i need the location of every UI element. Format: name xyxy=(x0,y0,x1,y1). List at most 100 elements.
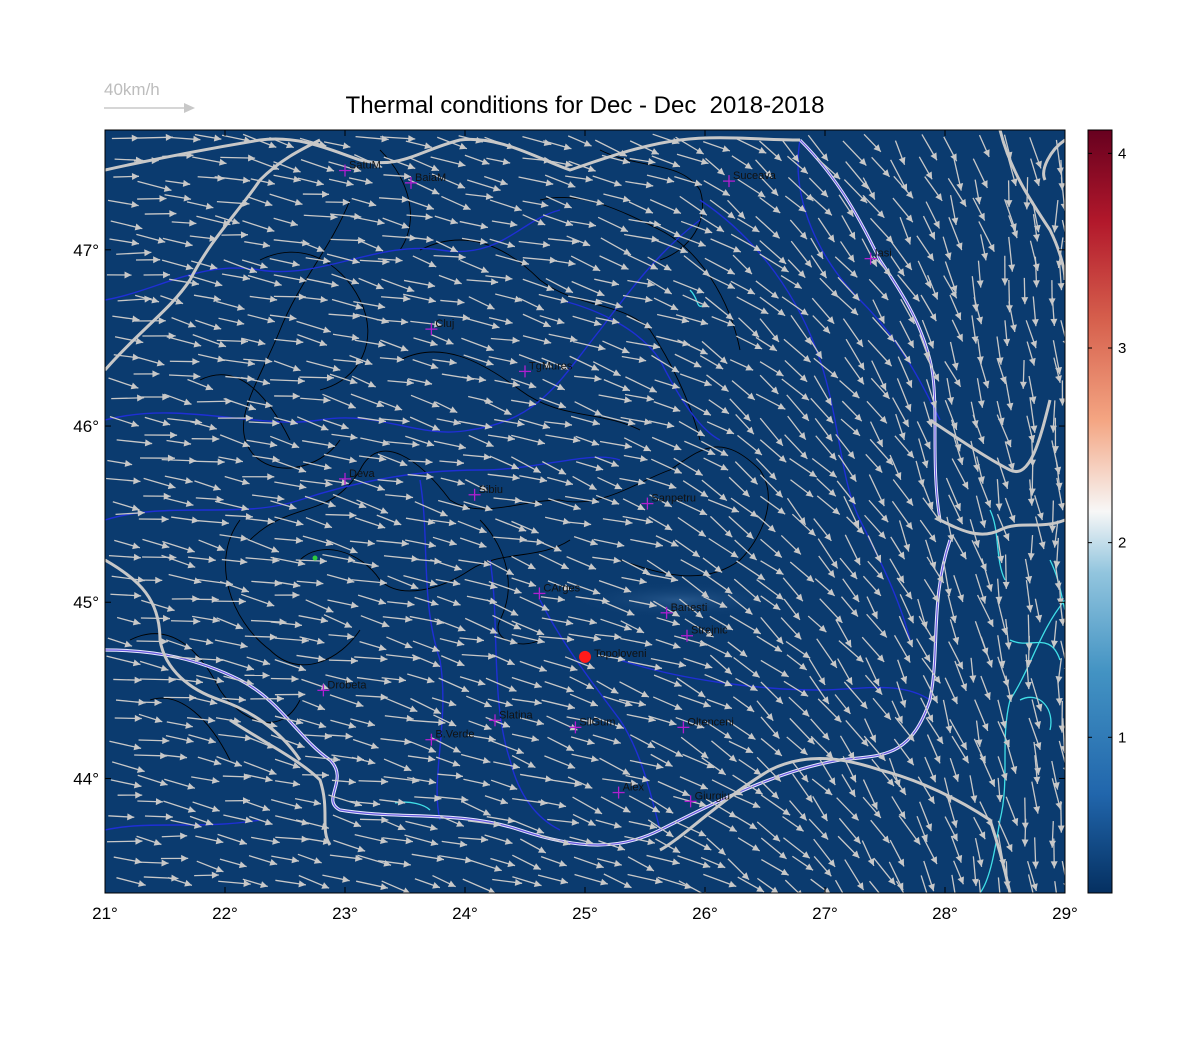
wind-arrow xyxy=(813,518,832,542)
wind-arrow xyxy=(1031,296,1039,327)
wind-arrow xyxy=(540,856,567,867)
wind-arrow xyxy=(575,435,600,446)
wind-arrow xyxy=(348,177,373,185)
wind-arrow xyxy=(598,840,626,851)
wind-arrow xyxy=(646,278,673,295)
colorbar-tick-label: 1 xyxy=(1118,729,1126,746)
wind-arrow xyxy=(136,637,168,645)
wind-arrow xyxy=(460,259,489,273)
wind-arrow xyxy=(358,455,387,463)
wind-arrow xyxy=(921,657,941,684)
wind-arrow xyxy=(682,294,710,308)
wind-arrow xyxy=(759,296,786,317)
wind-arrow xyxy=(1005,739,1018,774)
wind-arrow xyxy=(594,278,620,287)
wind-arrow xyxy=(897,659,908,684)
wind-arrow xyxy=(247,314,275,324)
wind-arrow xyxy=(438,274,462,285)
wind-arrow xyxy=(736,560,766,581)
wind-arrow xyxy=(862,779,878,810)
wind-arrow xyxy=(706,698,733,710)
wind-arrow xyxy=(512,854,542,871)
wind-arrow xyxy=(333,358,364,366)
wind-arrow xyxy=(574,401,603,417)
wind-arrow xyxy=(788,696,810,718)
wind-arrow xyxy=(808,818,829,840)
x-axis-ticks: 21° 22° 23° 24° 25° 26° 27° 28° 29° xyxy=(92,130,1078,923)
wind-arrow xyxy=(134,317,166,325)
wind-arrow xyxy=(683,657,713,669)
wind-arrow xyxy=(492,614,522,630)
wind-arrow xyxy=(219,858,247,869)
wind-arrow xyxy=(627,873,663,885)
city-label: Iasi xyxy=(875,248,892,260)
wind-arrow xyxy=(305,599,334,613)
wind-arrow xyxy=(954,660,968,692)
wind-arrow xyxy=(144,210,177,218)
wind-arrow xyxy=(975,495,987,528)
wind-arrow xyxy=(435,578,461,587)
wind-arrow xyxy=(252,455,280,463)
wind-arrow xyxy=(837,276,860,302)
wind-arrow xyxy=(944,677,958,705)
wind-arrow xyxy=(511,733,539,743)
wind-arrow xyxy=(996,777,1004,803)
wind-arrow xyxy=(596,299,623,309)
wind-arrow xyxy=(297,177,324,187)
wind-arrow xyxy=(625,376,658,393)
wind-arrow xyxy=(996,336,1004,365)
wind-arrow xyxy=(214,597,246,605)
wind-arrow xyxy=(194,480,221,491)
wind-arrow xyxy=(782,577,804,602)
wind-arrow xyxy=(839,379,860,399)
wind-arrow xyxy=(681,576,710,599)
wind-arrow xyxy=(217,833,248,846)
x-tick-label: 21° xyxy=(92,904,118,923)
wind-arrow xyxy=(786,394,810,422)
wind-arrow xyxy=(621,559,651,575)
wind-arrow xyxy=(949,719,968,751)
wind-arrow xyxy=(843,495,860,528)
wind-arrow xyxy=(161,753,188,761)
wind-arrow xyxy=(630,538,663,548)
wind-arrow xyxy=(244,241,271,249)
wind-arrow xyxy=(840,418,861,437)
wind-arrow xyxy=(973,296,983,325)
wind-arrow xyxy=(728,476,751,498)
wind-arrow xyxy=(248,196,273,207)
wind-arrow xyxy=(737,218,760,233)
wind-arrow xyxy=(819,598,843,624)
wind-arrow xyxy=(890,241,913,271)
wind-arrow xyxy=(944,816,959,842)
wind-arrow xyxy=(893,634,911,663)
wind-arrow xyxy=(734,461,759,485)
wind-arrow xyxy=(759,439,787,463)
wind-arrow xyxy=(1021,818,1029,847)
wind-arrow xyxy=(891,700,904,724)
wind-arrow xyxy=(923,578,940,603)
wind-arrow xyxy=(867,560,885,580)
wind-arrow xyxy=(682,480,709,498)
wind-arrow xyxy=(143,477,176,490)
colorbar-tick-label: 4 xyxy=(1118,145,1126,162)
y-axis-ticks: 44° 45° 46° 47° xyxy=(73,241,1065,788)
wind-arrow xyxy=(920,697,934,723)
wind-arrow xyxy=(137,798,163,806)
wind-arrow xyxy=(186,201,214,210)
wind-arrow xyxy=(656,617,680,626)
wind-arrow xyxy=(192,801,220,813)
wind-arrow xyxy=(899,320,915,349)
city-marker: Oltenceni xyxy=(677,716,734,734)
wind-arrow xyxy=(360,437,390,447)
wind-arrow xyxy=(1025,320,1038,349)
wind-arrow xyxy=(224,475,250,486)
wind-arrow xyxy=(711,740,737,763)
wind-arrow xyxy=(434,401,458,414)
wind-arrow xyxy=(430,559,462,571)
wind-arrow xyxy=(241,259,268,269)
wind-arrow xyxy=(541,699,576,710)
wind-arrow xyxy=(622,294,653,303)
wind-arrow xyxy=(627,254,659,270)
wind-arrow xyxy=(410,697,442,715)
wind-arrow xyxy=(1057,801,1065,833)
